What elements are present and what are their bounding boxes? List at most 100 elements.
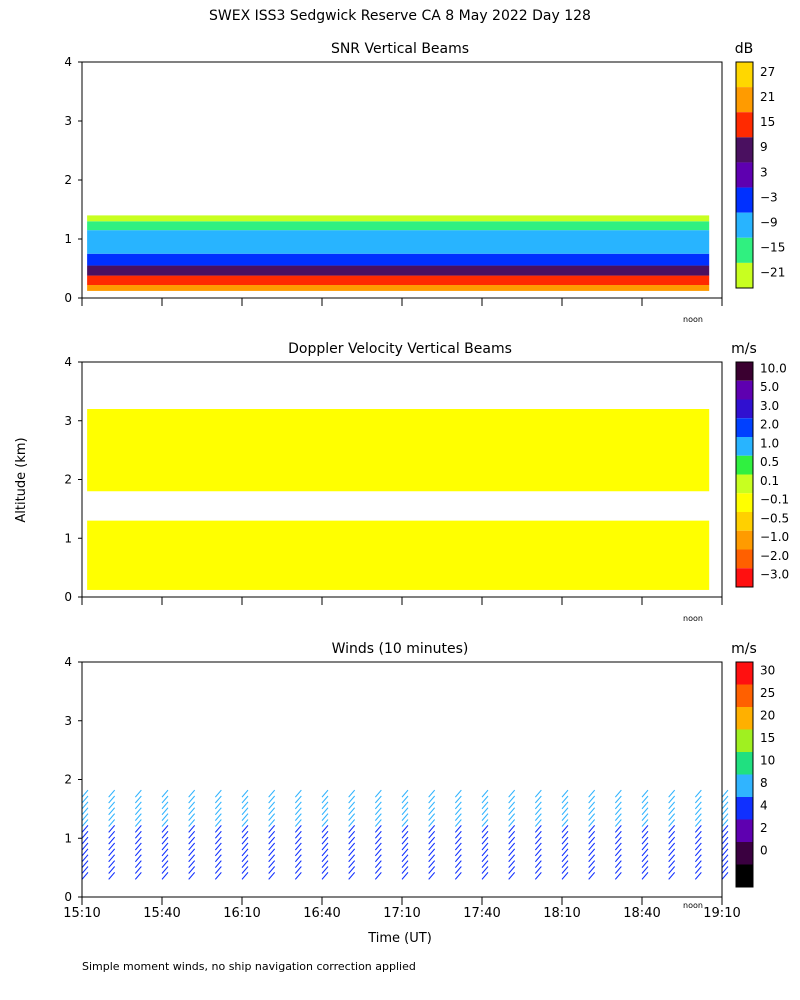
wind-barb — [161, 872, 169, 880]
wind-barb — [668, 807, 676, 816]
wind-barb — [268, 789, 276, 798]
wind-barb — [134, 801, 142, 810]
wind-barb — [214, 866, 222, 874]
x-tick-label: 17:10 — [383, 906, 420, 921]
y-tick-label: 1 — [64, 531, 72, 545]
wind-barb — [721, 848, 729, 857]
wind-barb — [241, 866, 249, 874]
wind-barb — [374, 830, 382, 839]
wind-barb — [134, 866, 142, 874]
wind-barb — [241, 848, 249, 857]
wind-barb — [348, 854, 356, 863]
wind-barb — [721, 789, 729, 798]
colorbar-label: 0 — [760, 843, 768, 857]
wind-barb — [428, 807, 436, 816]
colorbar-swatch — [736, 455, 753, 475]
wind-barb — [348, 848, 356, 857]
wind-barb — [534, 872, 542, 880]
wind-barb — [161, 842, 169, 851]
wind-barb — [134, 830, 142, 839]
wind-barb — [241, 842, 249, 851]
wind-barb — [508, 842, 516, 851]
wind-barb — [694, 789, 702, 798]
wind-barb — [588, 813, 596, 821]
wind-barb — [214, 830, 222, 839]
wind-barb — [614, 872, 622, 880]
wind-barb — [641, 830, 649, 839]
wind-barb — [641, 819, 649, 827]
wind-barb — [188, 801, 196, 810]
wind-barb — [134, 848, 142, 857]
wind-barb — [348, 872, 356, 880]
wind-barb — [214, 819, 222, 827]
wind-barb — [268, 854, 276, 863]
wind-barb — [401, 842, 409, 851]
wind-barb — [401, 789, 409, 798]
wind-barb — [534, 848, 542, 857]
altitude-axis-label: Altitude (km) — [14, 437, 29, 522]
wind-barb — [614, 842, 622, 851]
wind-barb — [161, 795, 169, 804]
wind-barb — [694, 830, 702, 839]
colorbar-swatch — [736, 137, 753, 163]
wind-barb — [134, 819, 142, 827]
wind-barb — [401, 872, 409, 880]
colorbar-label: 15 — [760, 731, 775, 745]
y-tick-label: 4 — [64, 355, 72, 369]
wind-barb — [721, 842, 729, 851]
colorbar-swatch — [736, 707, 753, 730]
wind-barb — [321, 830, 329, 839]
heat-layer — [87, 520, 710, 590]
wind-barb — [428, 813, 436, 821]
wind-barb — [268, 819, 276, 827]
colorbar-swatch — [736, 842, 753, 865]
colorbar-swatch — [736, 187, 753, 213]
wind-barb — [534, 819, 542, 827]
wind-barb — [614, 819, 622, 827]
wind-barb — [214, 813, 222, 821]
wind-barb — [268, 872, 276, 880]
wind-barb — [588, 836, 596, 845]
wind-barb — [188, 866, 196, 874]
y-tick-label: 0 — [64, 590, 72, 604]
wind-barb — [721, 830, 729, 839]
wind-barb — [161, 836, 169, 845]
wind-barb — [81, 848, 89, 857]
wind-barb — [268, 825, 276, 833]
wind-barb — [454, 830, 462, 839]
wind-barb — [374, 836, 382, 845]
wind-barb — [374, 789, 382, 798]
wind-barb — [241, 813, 249, 821]
wind-barb — [481, 789, 489, 798]
wind-barb — [268, 842, 276, 851]
wind-barb — [588, 801, 596, 810]
wind-barb — [668, 866, 676, 874]
wind-barb — [534, 854, 542, 863]
wind-barb — [668, 830, 676, 839]
wind-barb — [81, 813, 89, 821]
doppler-plot-area: 0 1 2 3 4 — [64, 355, 723, 605]
wind-barb — [188, 836, 196, 845]
colorbar-label: 2 — [760, 821, 768, 835]
wind-barb — [374, 801, 382, 810]
wind-barb — [268, 836, 276, 845]
wind-barb — [188, 795, 196, 804]
wind-barb — [374, 795, 382, 804]
wind-barb — [321, 836, 329, 845]
wind-barb — [721, 801, 729, 810]
wind-barb — [321, 813, 329, 821]
wind-barb — [454, 825, 462, 833]
y-tick-label: 2 — [64, 473, 72, 487]
colorbar-swatch — [736, 399, 753, 419]
wind-barb — [134, 795, 142, 804]
wind-barb — [108, 789, 116, 798]
wind-barb — [588, 842, 596, 851]
colorbar-label: 25 — [760, 686, 775, 700]
colorbar-label: −0.5 — [760, 511, 789, 525]
wind-barb — [561, 789, 569, 798]
wind-barb — [481, 813, 489, 821]
y-tick-label: 4 — [64, 55, 72, 69]
winds-colorbar-unit: m/s — [731, 641, 757, 657]
x-tick-label: 16:10 — [223, 906, 260, 921]
wind-barb — [481, 801, 489, 810]
